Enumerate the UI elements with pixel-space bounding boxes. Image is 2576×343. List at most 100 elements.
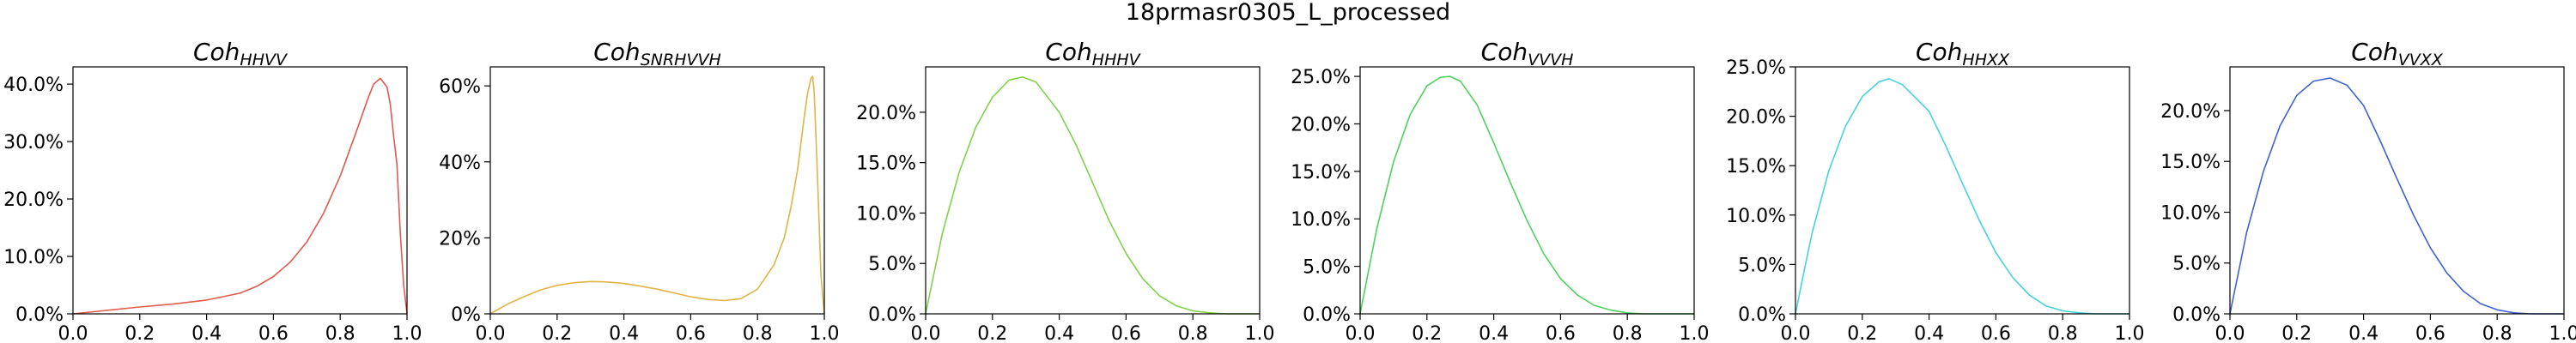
panel-title-subscript: SNRHVVH — [641, 51, 721, 69]
x-tick-label: 0.8 — [325, 323, 355, 343]
panel-title-main: Coh — [1916, 38, 1962, 66]
y-tick-label: 5.0% — [868, 254, 916, 275]
x-tick-label: 0.0 — [58, 323, 88, 343]
y-tick-label: 20.0% — [1291, 114, 1351, 135]
y-tick-label: 10.0% — [3, 247, 64, 268]
y-tick-label: 15.0% — [2160, 152, 2221, 173]
y-tick-label: 10.0% — [1291, 209, 1351, 231]
x-tick-label: 0.6 — [258, 323, 289, 343]
axes-frame — [2229, 66, 2565, 315]
x-tick-label: 0.0 — [476, 323, 506, 343]
y-tick-label: 0.0% — [868, 304, 916, 326]
y-tick-label: 25.0% — [1291, 67, 1351, 88]
x-tick-label: 0.4 — [2348, 323, 2379, 343]
y-tick-label: 15.0% — [1726, 156, 1786, 178]
x-tick-label: 1.0 — [1680, 323, 1710, 343]
x-tick-label: 1.0 — [392, 323, 422, 343]
y-tick-label: 20.0% — [1726, 107, 1786, 129]
x-tick-label: 0.2 — [1847, 323, 1877, 343]
x-tick-label: 0.4 — [1044, 323, 1074, 343]
x-tick-label: 0.6 — [1546, 323, 1576, 343]
panel-title-subscript: HHVV — [240, 51, 289, 69]
series-line — [72, 77, 408, 315]
chart-panel-1: CohHHVV 0.0 0.2 0.4 0.6 0.8 1.0 0.0% 10.0% 20.0% 3… — [3, 38, 422, 343]
x-tick-label: 0.4 — [1479, 323, 1509, 343]
y-tick-label: 40% — [439, 153, 481, 174]
x-tick-label: 0.2 — [542, 323, 572, 343]
panel-title: CohSNRHVVH — [593, 38, 720, 69]
y-tick-label: 20.0% — [856, 103, 916, 124]
y-tick-label: 20.0% — [3, 190, 64, 211]
x-tick-label: 0.2 — [125, 323, 155, 343]
axes-frame — [1359, 66, 1695, 315]
x-tick-label: 1.0 — [2549, 323, 2576, 343]
x-tick-label: 0.4 — [609, 323, 639, 343]
y-tick-label: 10.0% — [2160, 202, 2221, 224]
y-tick-label: 40.0% — [3, 75, 64, 96]
y-tick-label: 0.0% — [1738, 304, 1786, 326]
x-tick-label: 0.4 — [1914, 323, 1944, 343]
y-tick-label: 0% — [451, 304, 481, 326]
panel-title-main: Coh — [1045, 38, 1091, 66]
x-tick-label: 0.2 — [2281, 323, 2312, 343]
x-tick-label: 0.8 — [743, 323, 773, 343]
y-tick-label: 30.0% — [3, 132, 64, 153]
y-tick-label: 20% — [439, 228, 481, 250]
series-line — [925, 76, 1260, 315]
chart-panel-2: CohSNRHVVH 0.0 0.2 0.4 0.6 0.8 1.0 0% 20% 40% 60% — [439, 38, 839, 343]
x-tick-label: 0.8 — [1178, 323, 1208, 343]
chart-panel-3: CohHHHV 0.0 0.2 0.4 0.6 0.8 1.0 0.0% 5.0% 10.0% 15… — [856, 38, 1274, 343]
panel-title: CohHHHV — [1045, 38, 1141, 69]
series-line — [2229, 77, 2564, 315]
chart-panel-5: CohHHXX 0.0 0.2 0.4 0.6 0.8 1.0 0.0% 5.0% 10.0% 15… — [1726, 38, 2144, 343]
panel-title: CohHHVV — [193, 38, 289, 69]
y-tick-label: 15.0% — [1291, 162, 1351, 184]
panel-title-subscript: VVVH — [1528, 51, 1573, 69]
x-tick-label: 0.4 — [191, 323, 222, 343]
y-tick-label: 10.0% — [1726, 206, 1786, 227]
x-tick-label: 0.2 — [1412, 323, 1442, 343]
axes-frame — [1795, 66, 2130, 315]
x-tick-label: 0.6 — [676, 323, 706, 343]
y-tick-label: 20.0% — [2160, 101, 2221, 123]
axes-frame — [489, 66, 825, 315]
y-tick-label: 5.0% — [2172, 254, 2221, 275]
y-tick-label: 0.0% — [1303, 304, 1351, 326]
figure-title: 18prmasr0305_L_processed — [1126, 0, 1450, 26]
axes-frame — [925, 66, 1261, 315]
x-tick-label: 0.0 — [1781, 323, 1811, 343]
panel-title: CohHHXX — [1916, 38, 2010, 69]
series-line — [1359, 75, 1694, 315]
x-tick-label: 0.8 — [2048, 323, 2078, 343]
y-tick-label: 5.0% — [1738, 255, 1786, 276]
series-line — [489, 75, 825, 315]
panel-title: CohVVXX — [2351, 38, 2443, 69]
x-tick-label: 0.6 — [1111, 323, 1141, 343]
panel-title: CohVVVH — [1481, 38, 1574, 69]
y-tick-label: 5.0% — [1303, 257, 1351, 279]
series-line — [1795, 78, 2129, 315]
panel-title-main: Coh — [593, 38, 640, 66]
x-tick-label: 0.6 — [2415, 323, 2445, 343]
panel-title-subscript: VVXX — [2398, 51, 2444, 69]
x-tick-label: 1.0 — [2115, 323, 2145, 343]
y-tick-label: 60% — [439, 76, 481, 98]
panel-title-main: Coh — [193, 38, 240, 66]
y-tick-label: 0.0% — [15, 304, 64, 326]
panel-title-main: Coh — [1481, 38, 1528, 66]
chart-panel-6: CohVVXX 0.0 0.2 0.4 0.6 0.8 1.0 0.0% 5.0% 10.0% 15… — [2160, 38, 2576, 343]
x-tick-label: 0.0 — [2215, 323, 2245, 343]
axes-frame — [72, 66, 408, 315]
x-tick-label: 0.8 — [2482, 323, 2512, 343]
chart-panel-4: CohVVVH 0.0 0.2 0.4 0.6 0.8 1.0 0.0% 5.0% 10.0% 15… — [1291, 38, 1709, 343]
y-tick-label: 0.0% — [2172, 304, 2221, 326]
panel-title-main: Coh — [2351, 38, 2397, 66]
x-tick-label: 1.0 — [810, 323, 840, 343]
x-tick-label: 1.0 — [1245, 323, 1275, 343]
y-tick-label: 25.0% — [1726, 57, 1786, 79]
x-tick-label: 0.2 — [977, 323, 1007, 343]
panel-title-subscript: HHHV — [1092, 51, 1142, 69]
y-tick-label: 15.0% — [856, 153, 916, 175]
